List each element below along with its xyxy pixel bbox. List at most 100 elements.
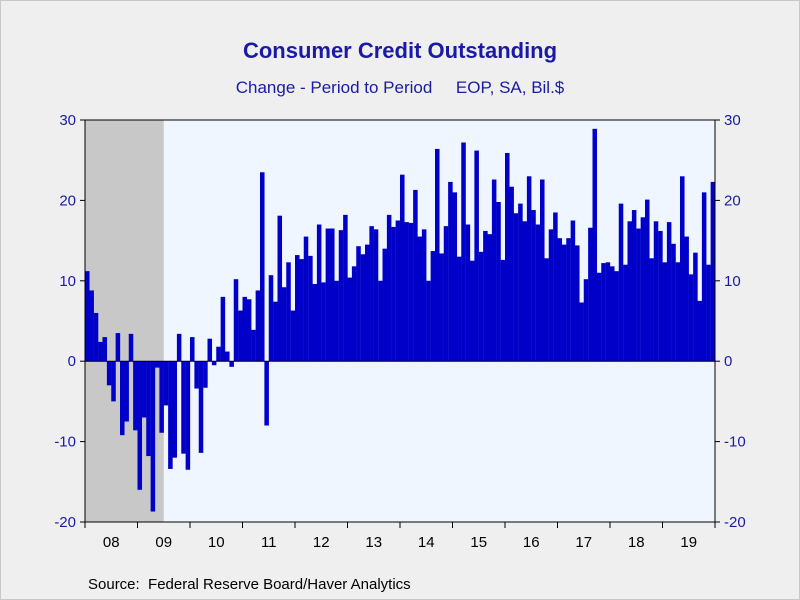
- bar: [605, 262, 611, 362]
- bar: [181, 361, 186, 454]
- bar: [369, 226, 374, 362]
- bar: [426, 280, 431, 362]
- bar: [697, 300, 703, 362]
- bar: [456, 256, 462, 362]
- plot-border: [84, 119, 716, 523]
- bar: [146, 361, 151, 457]
- bar: [391, 226, 396, 362]
- bar: [666, 222, 672, 362]
- bar: [124, 361, 129, 422]
- bar: [137, 361, 143, 490]
- bar: [159, 361, 164, 433]
- bar: [128, 333, 134, 362]
- bar: [268, 275, 274, 362]
- bar: [544, 258, 549, 362]
- bar: [680, 176, 685, 362]
- bar: [645, 199, 650, 362]
- bar: [614, 271, 619, 362]
- bar: [207, 338, 213, 362]
- source-note: Source: Federal Reserve Board/Haver Anal…: [88, 576, 411, 593]
- bar: [500, 259, 506, 362]
- bar: [631, 210, 637, 362]
- bar: [491, 179, 497, 362]
- bar: [583, 279, 589, 362]
- y-tick-label-right: 0: [724, 353, 732, 370]
- bar: [588, 227, 593, 362]
- bar: [430, 251, 436, 362]
- y-tick-label-right: -10: [724, 434, 746, 451]
- bar: [233, 279, 239, 362]
- bar: [111, 361, 116, 402]
- bar: [693, 252, 698, 362]
- bar: [561, 244, 567, 362]
- bar: [478, 251, 484, 362]
- bar: [321, 282, 326, 362]
- y-tick-label-right: 30: [724, 112, 741, 129]
- x-tick-label: 18: [628, 534, 645, 551]
- bar: [505, 152, 510, 362]
- bar: [417, 236, 423, 362]
- x-tick-label: 15: [470, 534, 487, 551]
- bar: [675, 262, 681, 362]
- bar: [636, 228, 641, 362]
- bar: [382, 248, 388, 362]
- bar: [316, 224, 322, 362]
- bar: [225, 351, 230, 362]
- bar: [356, 246, 361, 362]
- bar: [338, 230, 344, 362]
- bar: [557, 238, 563, 362]
- x-tick-label: 11: [261, 534, 277, 551]
- bar: [684, 236, 689, 362]
- bar: [211, 361, 217, 366]
- bar: [378, 280, 383, 362]
- bar: [120, 361, 125, 436]
- y-tick-label-right: 10: [724, 273, 741, 290]
- bar: [303, 236, 309, 362]
- bar: [312, 284, 318, 362]
- bar-series: [85, 128, 716, 512]
- bar: [251, 329, 256, 362]
- bar: [198, 361, 204, 453]
- bar: [351, 266, 357, 362]
- bar: [395, 220, 401, 362]
- bar: [710, 181, 716, 362]
- x-tick-label: 19: [680, 534, 697, 551]
- y-tick-label-left: -20: [54, 514, 76, 531]
- bar: [443, 226, 449, 362]
- bar: [701, 192, 707, 362]
- bar: [640, 217, 646, 362]
- x-tick-label: 08: [103, 534, 120, 551]
- bar: [273, 301, 278, 362]
- bar: [93, 312, 99, 362]
- bar: [496, 202, 501, 362]
- chart-title: Consumer Credit Outstanding: [242, 38, 558, 63]
- bar: [592, 128, 598, 362]
- bar: [163, 361, 169, 406]
- y-tick-label-left: 20: [59, 192, 76, 209]
- bar: [408, 222, 414, 362]
- bar: [487, 234, 493, 362]
- bar: [325, 228, 331, 362]
- bar: [649, 258, 654, 362]
- bar: [85, 271, 90, 362]
- bar: [601, 263, 606, 362]
- y-tick-label-right: -20: [724, 514, 746, 531]
- bar: [386, 214, 392, 362]
- bar: [190, 337, 195, 362]
- bar: [260, 172, 265, 362]
- x-tick-label: 12: [313, 534, 330, 551]
- bar: [347, 277, 353, 362]
- bar: [465, 224, 471, 362]
- bar: [596, 272, 602, 362]
- axes: -20 -20 -10 -10 0 0 10 10 20 20 30 30 08 09 10 11 12 13 14…: [54, 112, 745, 551]
- bar: [277, 215, 283, 362]
- bar: [229, 361, 234, 367]
- bar: [400, 174, 405, 362]
- x-tick-label: 14: [418, 534, 435, 551]
- bar: [653, 221, 659, 362]
- bar: [102, 337, 108, 362]
- bar: [575, 245, 580, 362]
- bar: [264, 361, 269, 426]
- y-tick-label-left: -10: [54, 434, 76, 451]
